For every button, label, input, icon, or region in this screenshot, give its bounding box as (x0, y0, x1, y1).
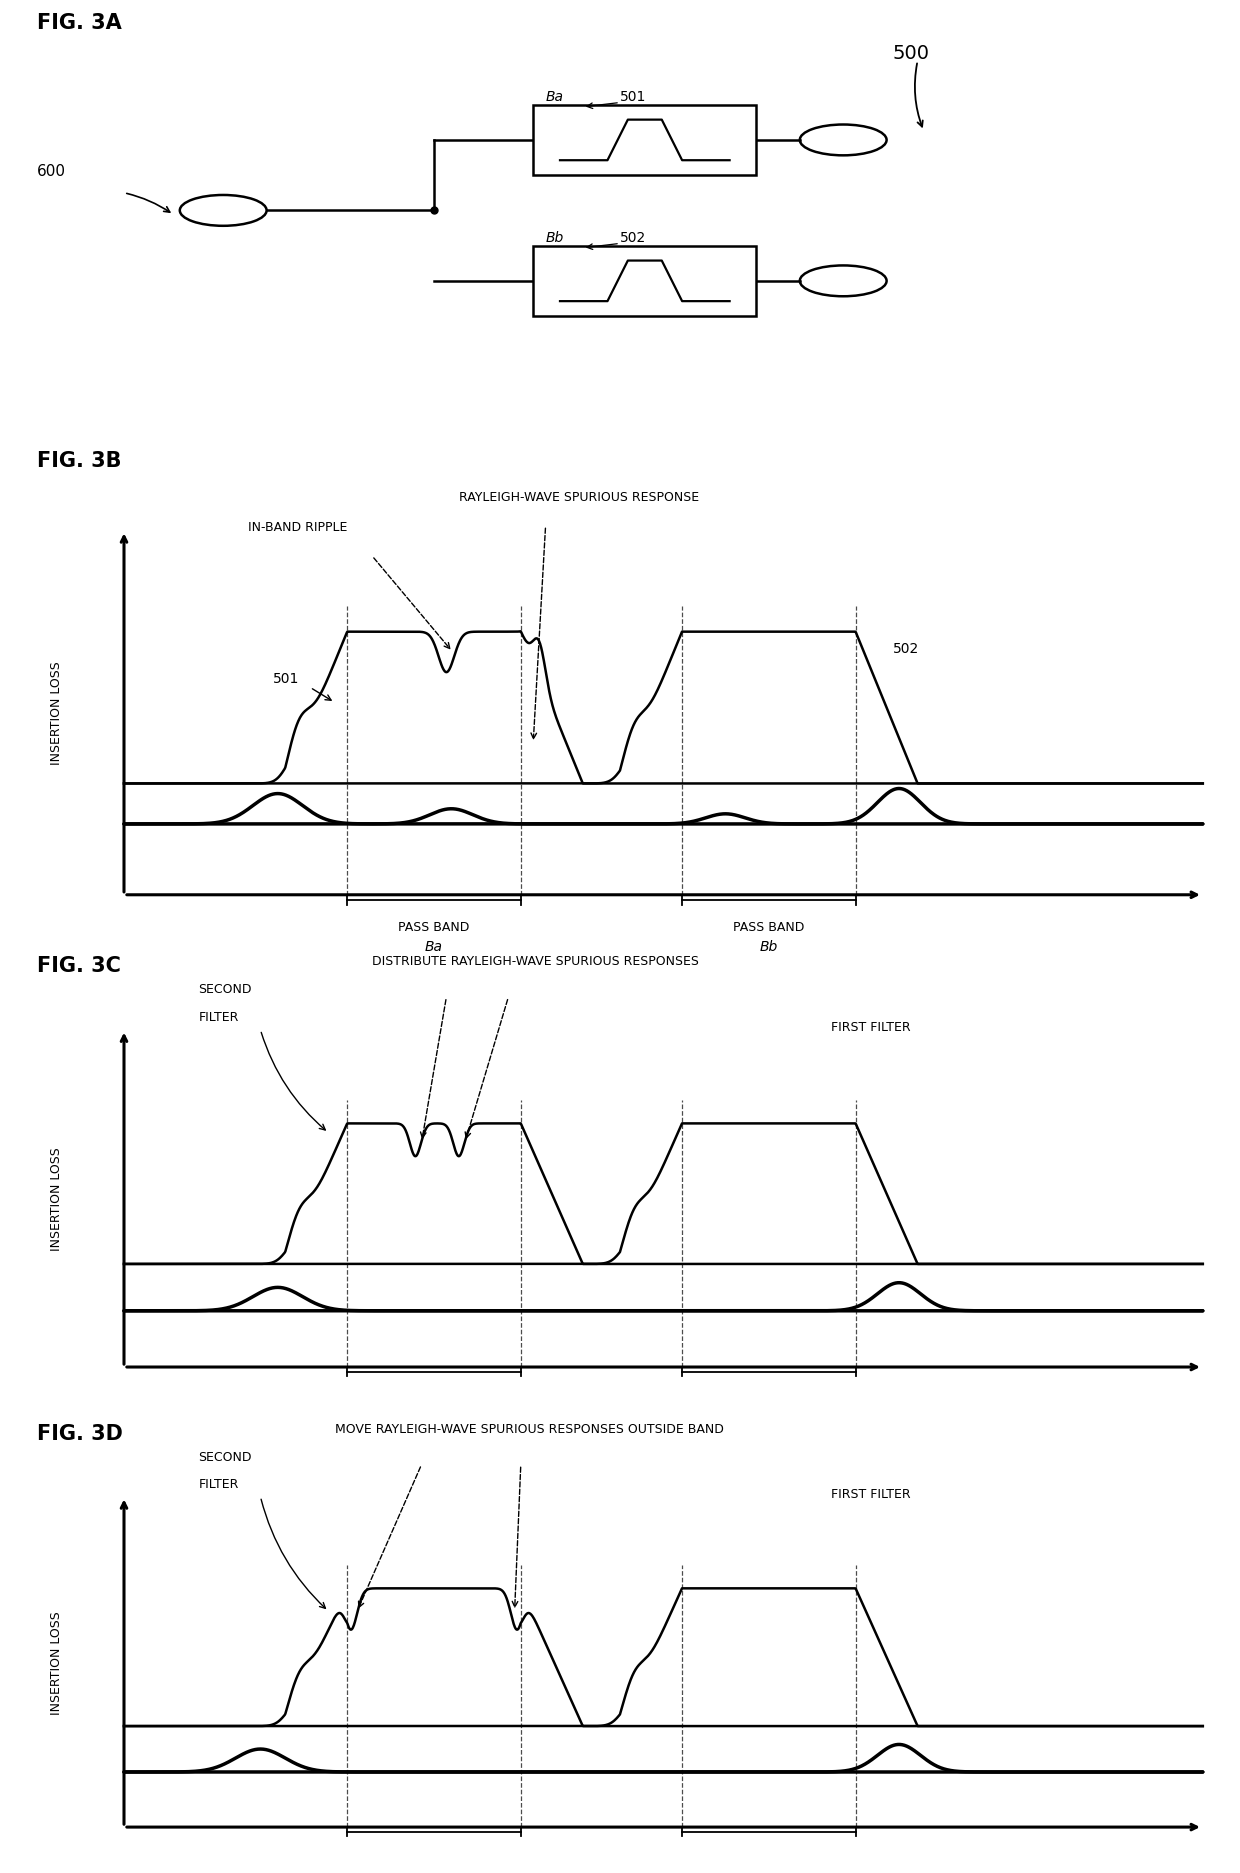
Text: FIRST FILTER: FIRST FILTER (831, 1487, 910, 1500)
Text: DISTRIBUTE RAYLEIGH-WAVE SPURIOUS RESPONSES: DISTRIBUTE RAYLEIGH-WAVE SPURIOUS RESPON… (372, 955, 699, 968)
Bar (533, 105, 756, 176)
Text: 501: 501 (620, 90, 646, 105)
Text: Bb: Bb (760, 940, 777, 953)
Text: FIRST FILTER: FIRST FILTER (831, 1021, 910, 1034)
Text: RAYLEIGH-WAVE SPURIOUS RESPONSE: RAYLEIGH-WAVE SPURIOUS RESPONSE (459, 491, 699, 504)
Text: 502: 502 (620, 230, 646, 245)
Text: INSERTION LOSS: INSERTION LOSS (50, 661, 62, 764)
Bar (533, 247, 756, 317)
Text: Bb: Bb (546, 230, 564, 245)
Text: 600: 600 (37, 165, 66, 180)
Text: FIG. 3C: FIG. 3C (37, 955, 122, 976)
Text: INSERTION LOSS: INSERTION LOSS (50, 1146, 62, 1251)
Text: Ba: Ba (546, 90, 564, 105)
Text: MOVE RAYLEIGH-WAVE SPURIOUS RESPONSES OUTSIDE BAND: MOVE RAYLEIGH-WAVE SPURIOUS RESPONSES OU… (335, 1422, 724, 1435)
Text: SECOND: SECOND (198, 983, 252, 996)
Text: 501: 501 (273, 672, 299, 686)
Text: 502: 502 (893, 642, 919, 656)
Text: FILTER: FILTER (198, 1478, 239, 1491)
Text: FIG. 3D: FIG. 3D (37, 1423, 123, 1444)
Text: FIG. 3B: FIG. 3B (37, 450, 122, 470)
Text: IN-BAND RIPPLE: IN-BAND RIPPLE (248, 521, 347, 534)
Text: SECOND: SECOND (198, 1450, 252, 1463)
Text: PASS BAND: PASS BAND (398, 922, 470, 935)
Text: 500: 500 (893, 45, 930, 64)
Text: PASS BAND: PASS BAND (733, 922, 805, 935)
Text: INSERTION LOSS: INSERTION LOSS (50, 1611, 62, 1714)
Text: FILTER: FILTER (198, 1011, 239, 1025)
Text: Ba: Ba (425, 940, 443, 953)
Text: FIG. 3A: FIG. 3A (37, 13, 122, 34)
